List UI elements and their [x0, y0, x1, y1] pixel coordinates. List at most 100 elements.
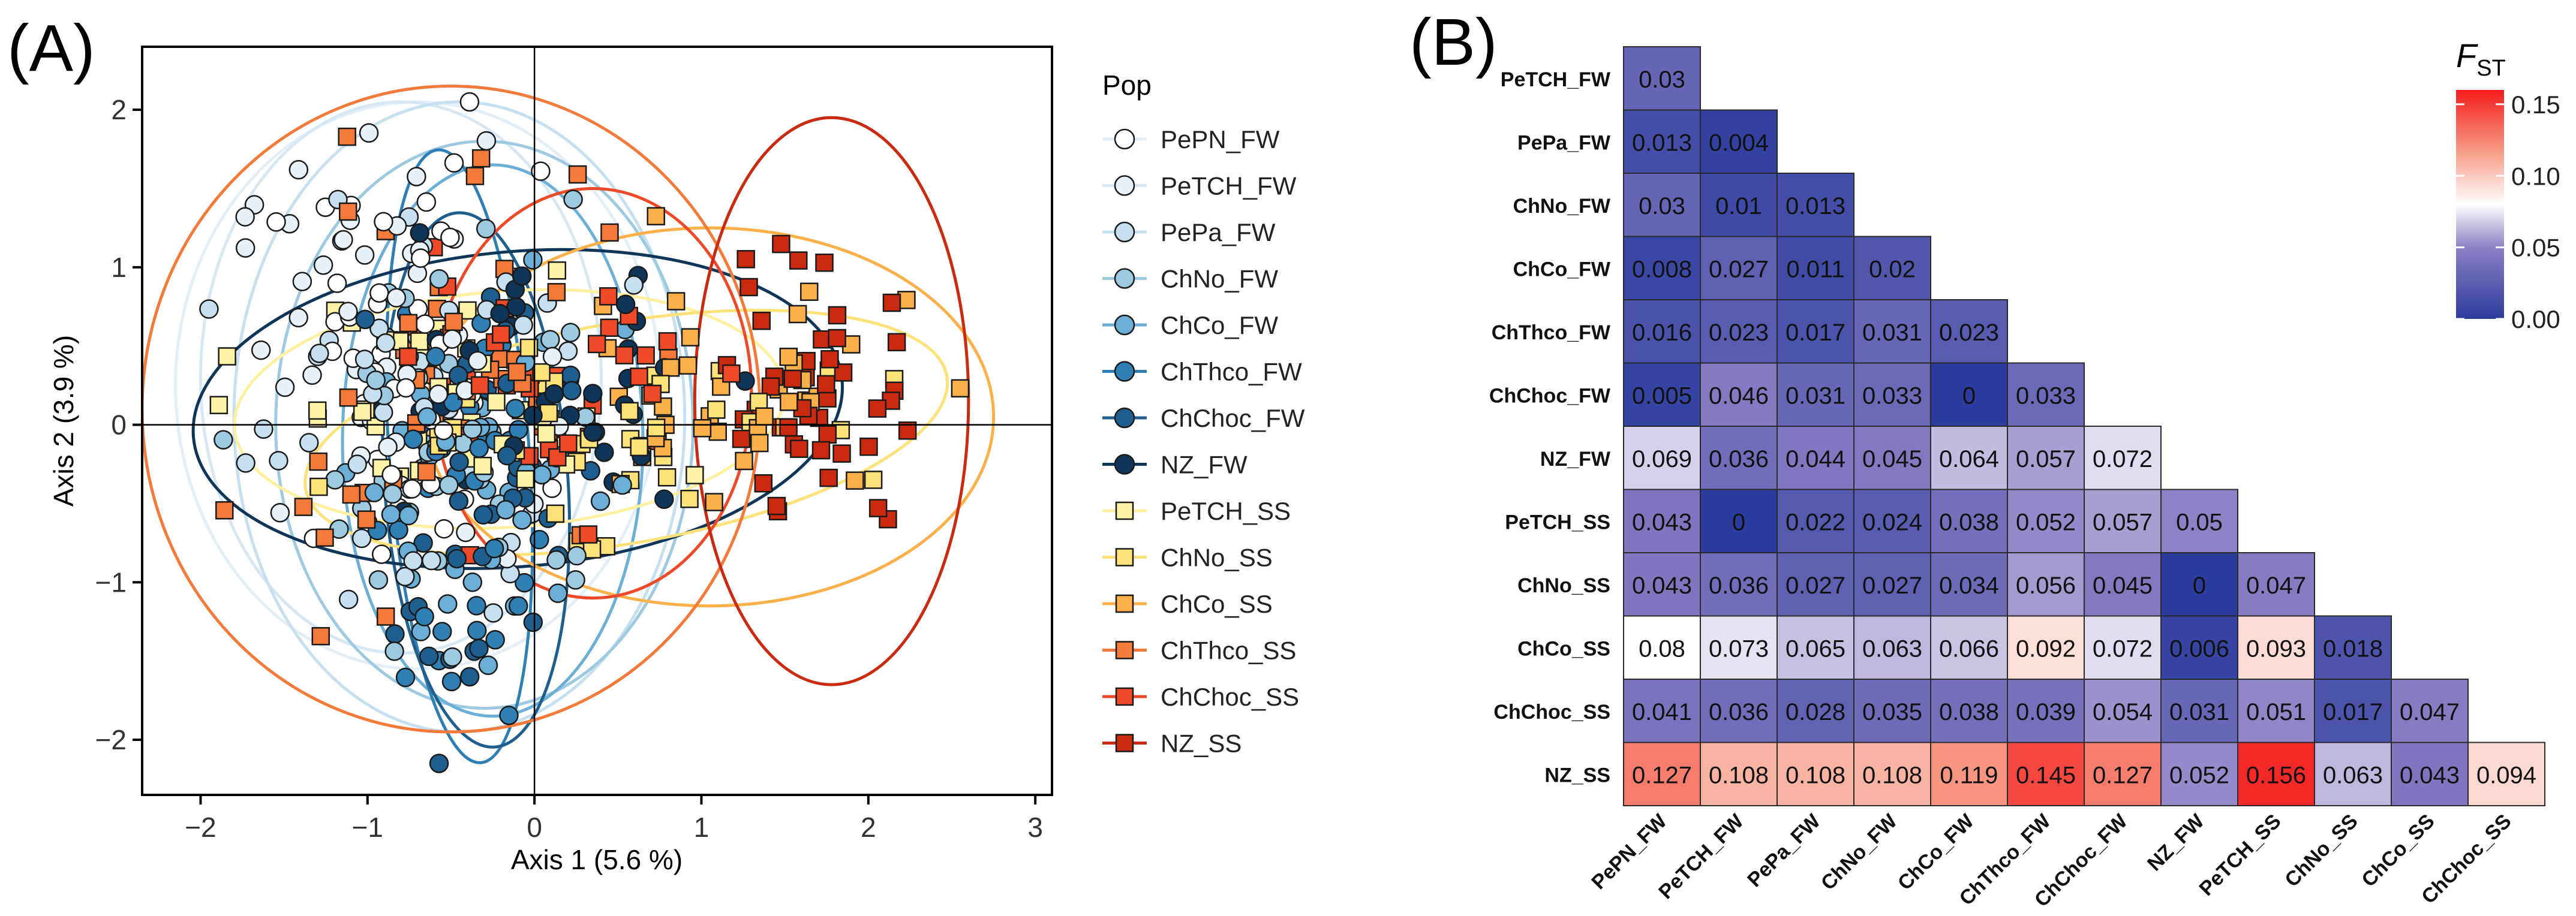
heatmap-cell-label: 0: [1732, 509, 1745, 535]
point-chthco-fw: [508, 596, 528, 616]
point-nz-ss: [772, 234, 790, 254]
heatmap-cell-label: 0.035: [1862, 699, 1922, 725]
heatmap-cell-label: 0.041: [1632, 699, 1692, 725]
point-pepn-fw: [381, 465, 401, 485]
point-chno-ss: [707, 400, 726, 419]
heatmap-cell: [1930, 489, 2008, 553]
point-chno-fw: [540, 330, 560, 349]
point-chco-ss: [951, 379, 970, 398]
point-chthco-fw: [389, 520, 408, 540]
heatmap-cell-label: 0.017: [2323, 699, 2383, 725]
heatmap-cell: [2237, 679, 2315, 743]
point-nz-ss: [818, 425, 837, 444]
point-nz-ss: [815, 253, 834, 272]
point-petch-ss: [353, 402, 372, 421]
point-nz-fw: [615, 294, 636, 315]
heatmap-cell-label: 0.005: [1632, 382, 1692, 409]
point-petch-fw: [270, 502, 290, 523]
point-nz-ss: [828, 329, 846, 348]
point-nz-fw: [410, 223, 429, 243]
legend-label: NZ_FW: [1161, 451, 1248, 479]
legend-item-nz-ss: NZ_SS: [1102, 730, 1242, 758]
colorbar-tick-label: 0.15: [2511, 91, 2560, 119]
point-chthco-ss: [444, 312, 463, 332]
point-chthco-fw: [469, 438, 489, 458]
point-chco-fw: [532, 465, 552, 485]
point-pepa-fw: [199, 299, 219, 319]
heatmap-cell-label: 0.127: [1632, 762, 1692, 788]
axes-a: −2 −1 0 1 2 3 −2 −1 0 1 2: [95, 94, 1043, 843]
point-chchoc-ss: [579, 525, 598, 544]
point-pepn-fw: [459, 92, 480, 112]
point-chchoc-ss: [636, 346, 655, 365]
point-petch-fw: [359, 123, 379, 143]
heatmap-col-label: ChNo_FW: [1817, 809, 1902, 894]
point-chchoc-ss: [630, 367, 648, 386]
point-pepn-fw: [415, 314, 435, 334]
heatmap-cell: [1777, 426, 1854, 490]
point-pepn-fw: [369, 283, 389, 303]
point-chthco-ss: [339, 388, 358, 407]
legend-marker: [1115, 687, 1134, 706]
heatmap-col-label: NZ_FW: [2143, 809, 2209, 875]
heatmap-cell-label: 0.145: [2016, 762, 2076, 788]
legend-label: ChCo_FW: [1161, 311, 1278, 339]
point-chco-fw: [364, 483, 384, 502]
heatmap-row-label: ChThco_FW: [1492, 321, 1611, 344]
colorbar-ticks: 0.15 0.10 0.05 0.00: [2456, 91, 2560, 333]
point-pepa-fw: [309, 344, 329, 363]
point-nz-ss: [740, 278, 758, 297]
heatmap-cell-label: 0.08: [1639, 635, 1685, 662]
panel-b-label: (B): [1409, 5, 1498, 79]
point-chthco-fw: [499, 706, 519, 725]
heatmap-cell: [1623, 299, 1701, 364]
heatmap-cell-label: 0.038: [1939, 509, 1999, 535]
point-chco-ss: [779, 347, 798, 366]
heatmap-cell-label: 0.072: [2093, 635, 2153, 662]
legend-label: ChChoc_SS: [1161, 683, 1299, 711]
heatmap-cell: [2237, 615, 2315, 680]
heatmap-cell: [1623, 46, 1701, 111]
heatmap-cell-label: 0.072: [2093, 446, 2153, 472]
colorbar: FST 0.15 0.10 0.05 0.00: [2456, 37, 2560, 333]
legend-item-nz-fw: NZ_FW: [1102, 451, 1248, 479]
heatmap-cell-label: 0.016: [1632, 320, 1692, 346]
heatmap-cell: [1930, 742, 2008, 806]
heatmap-row-label: ChChoc_SS: [1493, 701, 1610, 724]
colorbar-gradient: [2456, 90, 2504, 319]
heatmap-cell: [1700, 552, 1778, 617]
heatmap-cell: [2160, 552, 2238, 617]
point-chthco-fw: [467, 620, 487, 641]
heatmap-cell: [1623, 362, 1701, 427]
heatmap-cell: [1853, 299, 1931, 364]
point-chthco-ss: [357, 510, 376, 529]
point-nz-fw: [583, 384, 603, 403]
points-layer: [199, 92, 970, 773]
heatmap-cell-label: 0.063: [2323, 762, 2383, 788]
heatmap-cell-label: 0.064: [1939, 446, 1999, 472]
point-pepn-fw: [531, 161, 551, 181]
point-petch-fw: [468, 351, 488, 371]
point-chthco-ss: [399, 314, 418, 333]
point-petch-ss: [209, 396, 229, 414]
legend-marker: [1115, 641, 1134, 659]
point-chchoc-fw: [469, 638, 489, 659]
point-chchoc-fw: [449, 452, 469, 472]
point-chco-ss: [846, 471, 864, 490]
point-chco-fw: [398, 505, 419, 526]
point-pepn-fw: [327, 273, 347, 293]
heatmap-cell: [2314, 742, 2392, 806]
point-nz-ss: [761, 377, 780, 396]
point-nz-fw: [654, 489, 674, 509]
point-chco-fw: [512, 510, 532, 530]
heatmap-cell-label: 0.05: [2176, 509, 2223, 535]
legend-item-petch-fw: PeTCH_FW: [1102, 172, 1297, 200]
point-chthco-ss: [471, 149, 491, 168]
heatmap-cell: [1623, 489, 1701, 553]
point-chthco-fw: [432, 622, 452, 641]
x-tick-label: −2: [185, 812, 216, 843]
point-pepa-fw: [236, 453, 256, 473]
heatmap-cell-label: 0.027: [1862, 572, 1922, 599]
heatmap-cell-label: 0.047: [2400, 699, 2460, 725]
point-petch-fw: [235, 207, 255, 227]
